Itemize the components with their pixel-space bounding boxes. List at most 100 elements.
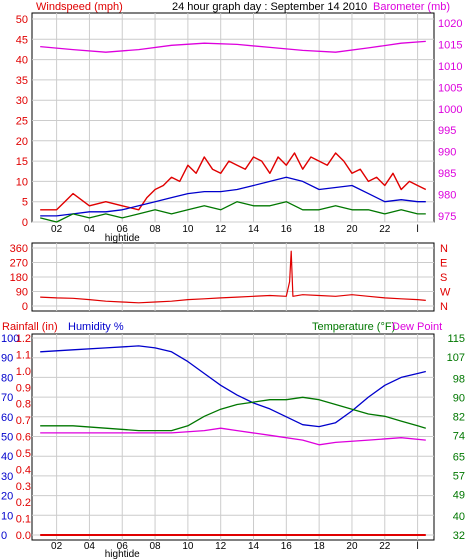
x-tick-label: 22 [379,541,391,552]
temperature-label: Temperature (°F) [312,321,395,333]
y-rain-tick-label: 0.0 [16,530,31,542]
y-right-tick-label: 1010 [438,61,462,73]
y-humidity-tick-label: 30 [1,471,13,483]
y-rain-tick-label: 1.0 [16,366,31,378]
y-left-tick-label: 50 [16,14,28,26]
y-humidity-tick-label: 50 [1,432,13,444]
y-right-tick-label: 1000 [438,104,462,116]
y-left-tick-label: 25 [16,116,28,128]
y-left-tick-label: 0 [22,301,28,313]
y-left-tick-label: 15 [16,156,28,168]
y-right-tick-label: S [440,272,447,284]
y-rain-tick-label: 0.6 [16,432,31,444]
y-right-tick-label: 1020 [438,18,462,30]
y-humidity-tick-label: 0 [1,530,7,542]
y-left-tick-label: 35 [16,75,28,87]
y-right-tick-label: 990 [438,147,456,159]
y-left-tick-label: 10 [16,176,28,188]
y-right-tick-label: N [440,243,448,255]
y-left-tick-label: 45 [16,34,28,46]
y-humidity-tick-label: 10 [1,510,13,522]
bottom-panel: Rainfall (in) Humidity % Temperature (°F… [1,321,465,559]
dew-point-label: Dew Point [392,321,442,333]
x-sublabel: hightide [105,233,140,244]
y-humidity-tick-label: 90 [1,353,13,365]
x-tick-label: 20 [346,541,358,552]
y-temp-tick-label: 65 [453,452,465,464]
x-tick-label: 06 [117,541,129,552]
x-tick-label: 12 [215,224,227,235]
y-left-tick-label: 30 [16,95,28,107]
humidity-label: Humidity % [68,321,124,333]
x-tick-label: 08 [149,224,161,235]
y-right-tick-label: 995 [438,125,456,137]
y-rain-tick-label: 0.7 [16,415,31,427]
x-tick-label: l [416,541,418,552]
x-tick-label: 10 [182,541,194,552]
y-humidity-tick-label: 70 [1,392,13,404]
x-tick-label: 10 [182,224,194,235]
y-left-tick-label: 180 [10,272,28,284]
x-tick-label: 06 [117,224,129,235]
y-right-tick-label: N [440,301,448,313]
rainfall-label: Rainfall (in) [2,321,58,333]
windspeed-label: Windspeed (mph) [36,1,123,13]
y-rain-tick-label: 1.1 [16,349,31,361]
y-rain-tick-label: 0.1 [16,514,31,526]
x-tick-label: 18 [314,541,326,552]
x-tick-label: 16 [281,224,293,235]
y-rain-tick-label: 1.2 [16,333,31,345]
y-temp-tick-label: 82 [453,411,465,423]
x-tick-label: 12 [215,541,227,552]
barometer-label: Barometer (mb) [373,1,450,13]
y-temp-tick-label: 90 [453,392,465,404]
y-left-tick-label: 20 [16,136,28,148]
x-tick-label: 18 [314,224,326,235]
y-humidity-tick-label: 100 [1,333,19,345]
y-humidity-tick-label: 80 [1,372,13,384]
y-left-tick-label: 40 [16,55,28,67]
top-panel: Windspeed (mph) 24 hour graph day : Sept… [16,1,463,244]
series-magenta-line [40,40,426,53]
y-left-tick-label: 270 [10,258,28,270]
x-tick-label: 20 [346,224,358,235]
series-blue-line [40,176,426,217]
y-humidity-tick-label: 20 [1,491,13,503]
y-right-tick-label: E [440,258,447,270]
x-tick-label: 16 [281,541,293,552]
x-tick-label: 04 [84,541,96,552]
x-tick-label: 22 [379,224,391,235]
y-rain-tick-label: 0.4 [16,464,31,476]
x-tick-label: 14 [248,224,260,235]
y-rain-tick-label: 0.8 [16,399,31,411]
y-right-tick-label: 985 [438,168,456,180]
y-humidity-tick-label: 60 [1,412,13,424]
x-tick-label: 02 [51,224,63,235]
y-temp-tick-label: 49 [453,490,465,502]
y-temp-tick-label: 40 [453,511,465,523]
y-left-tick-label: 90 [16,287,28,299]
y-temp-tick-label: 107 [447,352,465,364]
series-green-line [40,396,426,432]
y-left-tick-label: 360 [10,243,28,255]
y-right-tick-label: 980 [438,190,456,202]
y-temp-tick-label: 74 [453,430,465,442]
y-rain-tick-label: 0.5 [16,448,31,460]
y-rain-tick-label: 0.2 [16,497,31,509]
series-red-line [40,250,426,304]
y-left-tick-label: 5 [22,197,28,209]
x-tick-label: 08 [149,541,161,552]
series-magenta-line [40,427,426,446]
y-temp-tick-label: 32 [453,530,465,542]
y-temp-tick-label: 98 [453,373,465,385]
y-right-tick-label: 975 [438,211,456,223]
x-tick-label: 14 [248,541,260,552]
y-right-tick-label: W [440,287,451,299]
x-sublabel: hightide [105,549,140,559]
y-right-tick-label: 1005 [438,82,462,94]
page-title: 24 hour graph day : September 14 2010 [172,1,367,13]
series-green-line [40,201,426,223]
